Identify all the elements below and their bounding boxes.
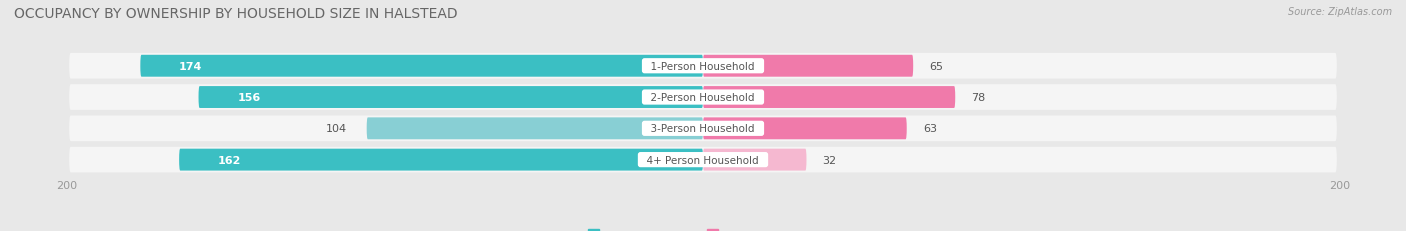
FancyBboxPatch shape <box>69 147 1337 173</box>
Text: 162: 162 <box>218 155 242 165</box>
Text: 32: 32 <box>823 155 837 165</box>
Legend: Owner-occupied, Renter-occupied: Owner-occupied, Renter-occupied <box>583 225 823 231</box>
Text: 1-Person Household: 1-Person Household <box>644 61 762 71</box>
FancyBboxPatch shape <box>69 85 1337 110</box>
FancyBboxPatch shape <box>179 149 703 171</box>
Text: 2-Person Household: 2-Person Household <box>644 93 762 103</box>
Text: OCCUPANCY BY OWNERSHIP BY HOUSEHOLD SIZE IN HALSTEAD: OCCUPANCY BY OWNERSHIP BY HOUSEHOLD SIZE… <box>14 7 458 21</box>
Text: 174: 174 <box>179 61 202 71</box>
FancyBboxPatch shape <box>703 87 955 109</box>
Text: 200: 200 <box>1329 180 1350 190</box>
Text: Source: ZipAtlas.com: Source: ZipAtlas.com <box>1288 7 1392 17</box>
FancyBboxPatch shape <box>69 54 1337 79</box>
Text: 104: 104 <box>326 124 347 134</box>
Text: 65: 65 <box>929 61 943 71</box>
FancyBboxPatch shape <box>69 116 1337 142</box>
Text: 63: 63 <box>922 124 936 134</box>
FancyBboxPatch shape <box>703 55 914 77</box>
Text: 78: 78 <box>972 93 986 103</box>
FancyBboxPatch shape <box>703 149 807 171</box>
FancyBboxPatch shape <box>198 87 703 109</box>
FancyBboxPatch shape <box>141 55 703 77</box>
FancyBboxPatch shape <box>703 118 907 140</box>
FancyBboxPatch shape <box>367 118 703 140</box>
Text: 4+ Person Household: 4+ Person Household <box>641 155 765 165</box>
Text: 200: 200 <box>56 180 77 190</box>
Text: 156: 156 <box>238 93 260 103</box>
Text: 3-Person Household: 3-Person Household <box>644 124 762 134</box>
